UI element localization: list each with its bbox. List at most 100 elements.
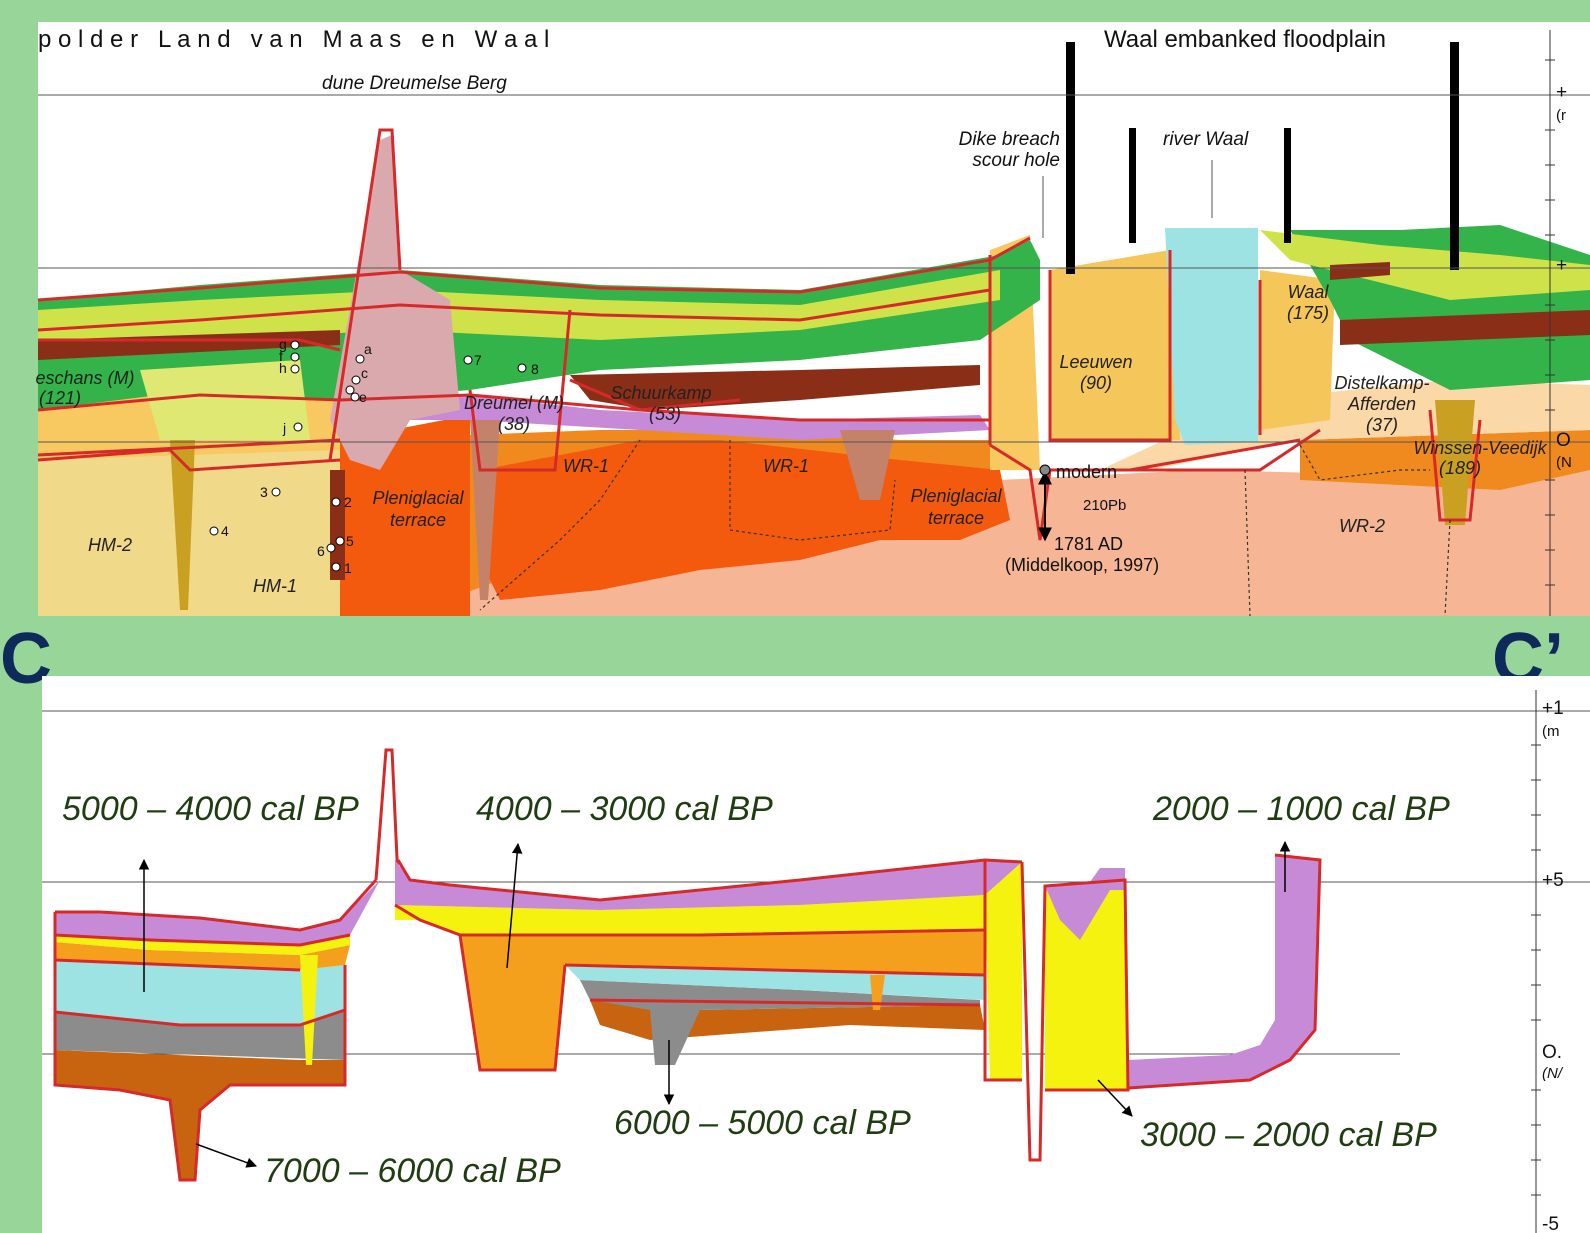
dike-breach-label-2: scour hole	[972, 150, 1060, 171]
red-outline-group	[37, 128, 1482, 541]
terrain-pleniglacial-1: Pleniglacial	[372, 488, 464, 508]
axis-label-zero-bottom: O.	[1542, 1042, 1562, 1063]
brown-clay-band-1	[38, 330, 340, 360]
unit-num-dreumel: (38)	[498, 414, 530, 434]
unit-num-schuurkamp: (53)	[649, 404, 681, 424]
axis-label-plus-mid: +	[1556, 255, 1567, 276]
top-right-axis	[1545, 30, 1555, 616]
terrain-labels: HM-2 HM-1 Pleniglacial terrace WR-1 WR-1…	[88, 456, 1385, 596]
sample-h: h	[279, 360, 287, 376]
dating-modern: modern	[1056, 462, 1117, 482]
unit-name-leeuwen: Leeuwen	[1059, 352, 1132, 372]
right-purple-channel	[1128, 855, 1320, 1088]
terrain-terrace-1: terrace	[390, 510, 446, 530]
reference-lines	[38, 94, 1590, 443]
terrain-hm2: HM-2	[88, 535, 132, 555]
axis-label-plus-top: +	[1556, 82, 1567, 103]
bottom-red-outlines	[53, 853, 1322, 1182]
axis-label-nap-bottom: (N/	[1542, 1065, 1564, 1082]
axis-label-plus5: +5	[1542, 870, 1564, 891]
unit-name-waal: Waal	[1288, 282, 1330, 302]
sample-j: j	[282, 420, 286, 436]
right-yellow-block	[985, 862, 1022, 1080]
period-label-2000-1000: 2000 – 1000 cal BP	[1152, 790, 1450, 828]
unit-labels: eschans (M) (121) Dreumel (M) (38) Schuu…	[35, 282, 1547, 478]
unit-name-schuurkamp: Schuurkamp	[610, 383, 711, 403]
lime-layer-right	[1260, 230, 1590, 300]
terrain-wr2: WR-2	[1339, 516, 1385, 536]
brown-clay-band-2	[570, 365, 980, 410]
terrain-wr1-b: WR-1	[763, 456, 809, 476]
bottom-right-axis	[1531, 690, 1541, 1233]
dune-dark-fill	[330, 470, 345, 580]
sample-3: 3	[260, 484, 268, 500]
axis-label-plus10: +1	[1542, 698, 1564, 719]
gully-dreumel	[470, 420, 500, 600]
sample-4: 4	[221, 523, 229, 539]
arrow-7000-6000	[195, 1143, 257, 1168]
sample-7: 7	[474, 352, 482, 368]
dating-point	[1039, 464, 1051, 476]
brown-clay-band-3	[1340, 310, 1590, 345]
sample-dots	[209, 340, 527, 572]
river-waal-water	[1165, 228, 1258, 445]
unit-num-eschans: (121)	[39, 388, 81, 408]
leeuwen-yellow	[1050, 250, 1180, 440]
bottom-axis-labels: +1 (m +5 O. (N/ -5	[1542, 698, 1564, 1233]
gully-wr1	[840, 430, 895, 500]
axis-label-unit-top: (r	[1556, 107, 1566, 124]
period-arrows	[138, 840, 1291, 1168]
terrain-hm1: HM-1	[253, 576, 297, 596]
mid-yellow-layer	[395, 895, 985, 935]
mid-purple-layer	[395, 860, 1022, 910]
top-panel: p o l d e r L a n d v a n M a a s e n W …	[35, 22, 1590, 617]
dotted-outlines	[479, 439, 1451, 617]
left-caramel-layer	[55, 1050, 345, 1180]
sample-2: 2	[344, 494, 352, 510]
top-title-right: Waal embanked floodplain	[1104, 26, 1386, 53]
sample-g: g	[279, 336, 287, 352]
sample-a: a	[364, 341, 372, 357]
mid-orange-gully	[870, 975, 885, 1010]
terrain-terrace-2: terrace	[928, 508, 984, 528]
brown-clay-band-4	[1330, 262, 1390, 280]
unit-name-eschans: eschans (M)	[35, 368, 134, 388]
sample-f: f	[279, 348, 283, 364]
sample-8: 8	[531, 361, 539, 377]
unit-num-leeuwen: (90)	[1080, 373, 1112, 393]
unit-name-winssen: Winssen-Veedijk	[1413, 438, 1547, 458]
sample-1: 1	[344, 560, 352, 576]
dating-citation: (Middelkoop, 1997)	[1005, 555, 1159, 575]
sample-c: c	[361, 365, 368, 381]
unit-num-winssen: (189)	[1439, 458, 1481, 478]
dune-pink	[330, 135, 460, 470]
axis-label-zero: O	[1556, 430, 1571, 451]
purple-band	[340, 395, 990, 440]
period-label-7000-6000: 7000 – 6000 cal BP	[264, 1152, 561, 1190]
period-labels: 5000 – 4000 cal BP 4000 – 3000 cal BP 20…	[62, 790, 1450, 1190]
sample-labels: g f h j 3 4 6 5 1 2 a c e 7 8	[221, 336, 539, 576]
left-gray-layer	[55, 1010, 345, 1060]
dating-labels: modern 210Pb 1781 AD (Middelkoop, 1997)	[1005, 462, 1159, 575]
top-axis-labels: + (r + O (N	[1556, 82, 1572, 471]
left-yellow-gully	[300, 955, 318, 1065]
lime-layer-mid	[140, 360, 310, 440]
sample-6: 6	[317, 543, 325, 559]
gully-hm2	[170, 440, 195, 610]
terrain-pleniglacial-2: Pleniglacial	[910, 486, 1002, 506]
arrow-4000-3000	[506, 842, 523, 969]
dune-spike-outline	[374, 748, 400, 881]
arrow-3000-2000	[1097, 1079, 1133, 1117]
sample-e: e	[359, 389, 367, 405]
unit-num-distelkamp: (37)	[1366, 415, 1398, 435]
dating-1781: 1781 AD	[1054, 534, 1123, 554]
waal-yellow	[1260, 270, 1335, 430]
left-cyan-layer	[55, 960, 345, 1025]
right-yellow-block-2	[1045, 880, 1128, 1090]
period-label-4000-3000: 4000 – 3000 cal BP	[476, 790, 773, 828]
dune-label: dune Dreumelse Berg	[322, 73, 507, 94]
unit-num-waal: (175)	[1287, 303, 1329, 323]
river-label: river Waal	[1163, 129, 1249, 150]
axis-label-nap: (N	[1556, 454, 1572, 471]
